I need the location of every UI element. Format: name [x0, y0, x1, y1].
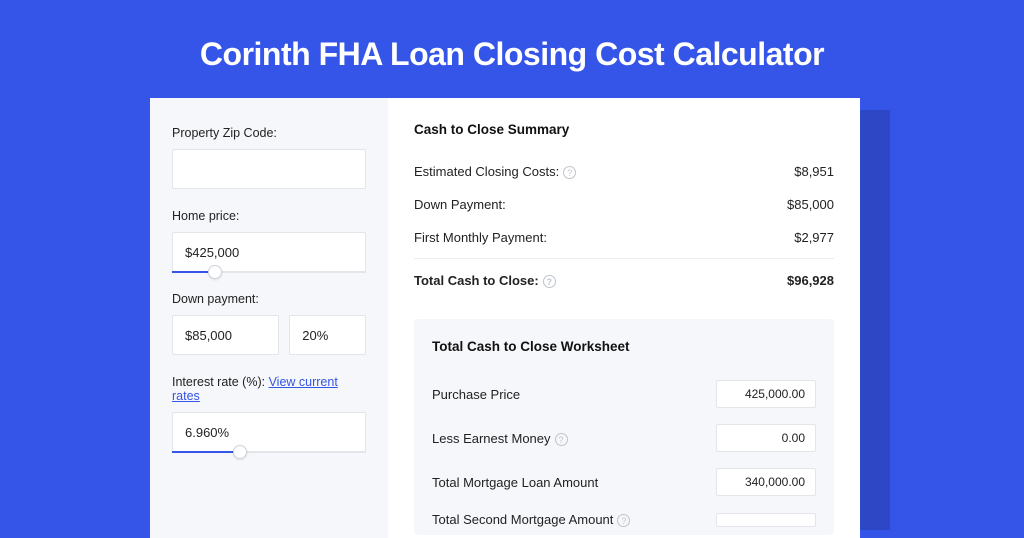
zip-field: Property Zip Code:: [172, 126, 366, 189]
interest-label: Interest rate (%): View current rates: [172, 375, 366, 403]
summary-section: Cash to Close Summary Estimated Closing …: [414, 122, 834, 297]
home-price-label: Home price:: [172, 209, 366, 223]
help-icon[interactable]: ?: [617, 514, 630, 527]
worksheet-value[interactable]: 0.00: [716, 424, 816, 452]
worksheet-row: Total Second Mortgage Amount?: [432, 504, 816, 535]
worksheet-row: Purchase Price 425,000.00: [432, 372, 816, 416]
zip-label: Property Zip Code:: [172, 126, 366, 140]
home-price-field: Home price:: [172, 209, 366, 272]
slider-thumb[interactable]: [208, 265, 222, 279]
interest-input[interactable]: [172, 412, 366, 452]
worksheet-title: Total Cash to Close Worksheet: [432, 339, 816, 354]
summary-label: Down Payment:: [414, 197, 506, 212]
inputs-sidebar: Property Zip Code: Home price: Down paym…: [150, 98, 388, 538]
summary-value: $8,951: [794, 164, 834, 179]
summary-label: First Monthly Payment:: [414, 230, 547, 245]
worksheet-section: Total Cash to Close Worksheet Purchase P…: [414, 319, 834, 535]
slider-thumb[interactable]: [233, 445, 247, 459]
summary-total-row: Total Cash to Close:? $96,928: [414, 258, 834, 297]
worksheet-label: Less Earnest Money?: [432, 431, 568, 446]
help-icon[interactable]: ?: [543, 275, 556, 288]
down-payment-input[interactable]: [172, 315, 279, 355]
worksheet-label: Purchase Price: [432, 387, 520, 402]
summary-total-label: Total Cash to Close:?: [414, 273, 556, 288]
summary-total-value: $96,928: [787, 273, 834, 288]
worksheet-value[interactable]: [716, 513, 816, 527]
summary-label: Estimated Closing Costs:?: [414, 164, 576, 179]
down-payment-field: Down payment:: [172, 292, 366, 355]
help-icon[interactable]: ?: [563, 166, 576, 179]
summary-row: Down Payment: $85,000: [414, 188, 834, 221]
home-price-slider[interactable]: [172, 232, 366, 272]
summary-row: Estimated Closing Costs:? $8,951: [414, 155, 834, 188]
summary-title: Cash to Close Summary: [414, 122, 834, 137]
results-panel: Cash to Close Summary Estimated Closing …: [388, 98, 860, 538]
calculator-card: Property Zip Code: Home price: Down paym…: [150, 98, 860, 538]
help-icon[interactable]: ?: [555, 433, 568, 446]
worksheet-label: Total Mortgage Loan Amount: [432, 475, 598, 490]
summary-row: First Monthly Payment: $2,977: [414, 221, 834, 254]
zip-input[interactable]: [172, 149, 366, 189]
worksheet-label: Total Second Mortgage Amount?: [432, 512, 630, 527]
interest-slider[interactable]: [172, 412, 366, 452]
slider-fill: [172, 451, 240, 453]
home-price-input[interactable]: [172, 232, 366, 272]
page-title: Corinth FHA Loan Closing Cost Calculator: [0, 0, 1024, 73]
worksheet-row: Total Mortgage Loan Amount 340,000.00: [432, 460, 816, 504]
interest-field: Interest rate (%): View current rates: [172, 375, 366, 452]
down-payment-label: Down payment:: [172, 292, 366, 306]
worksheet-value[interactable]: 340,000.00: [716, 468, 816, 496]
worksheet-value[interactable]: 425,000.00: [716, 380, 816, 408]
summary-value: $2,977: [794, 230, 834, 245]
interest-label-text: Interest rate (%):: [172, 375, 269, 389]
down-payment-pct-input[interactable]: [289, 315, 366, 355]
worksheet-row: Less Earnest Money? 0.00: [432, 416, 816, 460]
summary-value: $85,000: [787, 197, 834, 212]
